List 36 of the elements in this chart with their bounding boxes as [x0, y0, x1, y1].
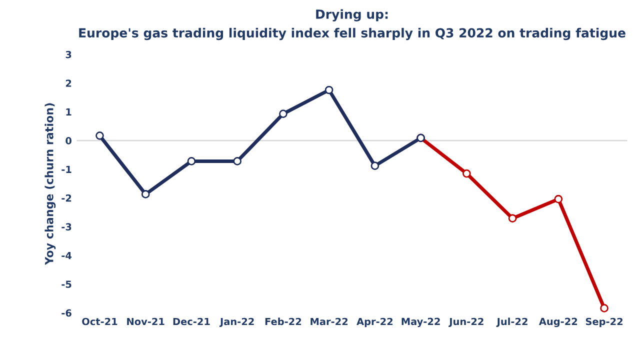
point	[324, 86, 334, 94]
y-tick-label: -1	[62, 166, 72, 173]
x-tick-label: Dec-21	[173, 318, 210, 326]
y-axis-title: Yoy change (churn ration)	[44, 103, 56, 265]
y-tick-label: 2	[66, 80, 72, 87]
point	[96, 131, 104, 140]
point	[600, 304, 608, 312]
x-tick-label: Apr-22	[356, 318, 393, 328]
point	[187, 157, 196, 166]
x-tick-label: Nov-21	[127, 318, 164, 326]
x-tick-label: Jul-22	[496, 318, 528, 327]
x-tick-label: Sep-22	[586, 318, 622, 328]
point	[233, 157, 242, 166]
chart-title: Drying up:	[316, 9, 388, 22]
x-tick-label: Oct-21	[82, 318, 118, 326]
x-tick-label: Jun-22	[448, 318, 484, 327]
y-tick-label: -3	[62, 223, 72, 230]
y-tick-label: 0	[66, 137, 72, 144]
y-tick-label: -6	[62, 309, 72, 317]
x-tick-label: May-22	[402, 318, 440, 328]
point	[462, 169, 471, 178]
x-tick-label: Feb-22	[265, 318, 302, 326]
y-tick-label: -4	[62, 252, 72, 260]
x-tick-label: Jan-22	[219, 318, 254, 327]
y-tick-label: 3	[66, 50, 72, 58]
x-tick-label: Mar-22	[310, 318, 348, 326]
chart-subtitle: Europe's gas trading liquidity index fell sharply in Q3 2022 on trading fatigue	[79, 28, 626, 40]
y-tick-label: 1	[66, 108, 72, 116]
point	[508, 214, 517, 223]
point	[554, 194, 563, 204]
point	[370, 162, 380, 170]
y-tick-label: -2	[62, 194, 72, 202]
point	[141, 190, 150, 198]
y-tick-label: -5	[62, 280, 72, 288]
point	[279, 110, 288, 118]
x-tick-label: Aug-22	[538, 318, 578, 328]
